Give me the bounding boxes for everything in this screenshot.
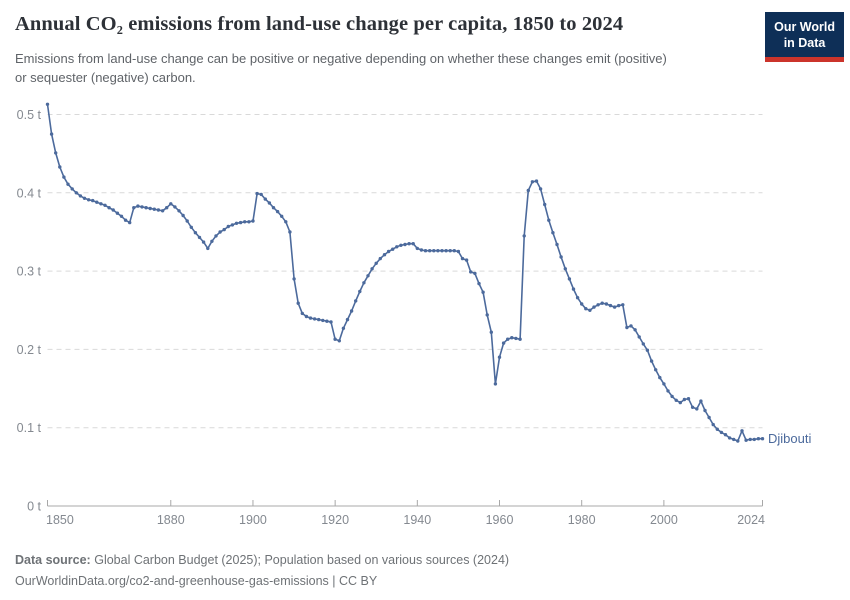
x-axis-label: 1880 [157, 513, 185, 527]
data-source-label: Data source: [15, 553, 91, 567]
x-axis-label: 2024 [737, 513, 765, 527]
y-axis-labels: 0 t 0.1 t 0.2 t 0.3 t 0.4 t 0.5 t [17, 108, 42, 514]
y-axis-label: 0.5 t [17, 108, 42, 122]
x-axis [47, 500, 763, 507]
license-line: OurWorldinData.org/co2-and-greenhouse-ga… [15, 574, 378, 589]
y-axis-label: 0.2 t [17, 343, 42, 357]
x-axis-label: 1850 [46, 513, 74, 527]
x-axis-label: 2000 [650, 513, 678, 527]
x-axis-label: 1900 [239, 513, 267, 527]
owid-logo: Our World in Data [765, 12, 844, 62]
owid-logo-line2: in Data [783, 36, 826, 51]
y-axis-label: 0.3 t [17, 265, 42, 279]
x-axis-label: 1980 [568, 513, 596, 527]
x-axis-labels: 1850 1880 1900 1920 1940 1960 1980 2000 2024 [46, 513, 765, 527]
x-axis-label: 1940 [403, 513, 431, 527]
chart-title: Annual CO₂ emissions from land-use chang… [15, 13, 624, 35]
data-source-line: Data source: Global Carbon Budget (2025)… [15, 550, 835, 571]
x-axis-label: 1920 [321, 513, 349, 527]
chart-subtitle: Emissions from land-use change can be po… [15, 51, 667, 85]
entity-label: Djibouti [768, 431, 811, 446]
y-axis-label: 0 t [27, 500, 41, 514]
series-markers [45, 102, 765, 443]
x-axis-label: 1960 [486, 513, 514, 527]
chart-footer: Data source: Global Carbon Budget (2025)… [15, 550, 835, 593]
y-axis-label: 0.4 t [17, 186, 42, 200]
data-source-text: Global Carbon Budget (2025); Population … [94, 553, 510, 567]
owid-logo-line1: Our World [774, 20, 835, 34]
y-axis-label: 0.1 t [17, 421, 42, 435]
gridlines [47, 114, 763, 429]
series-line [46, 103, 764, 442]
